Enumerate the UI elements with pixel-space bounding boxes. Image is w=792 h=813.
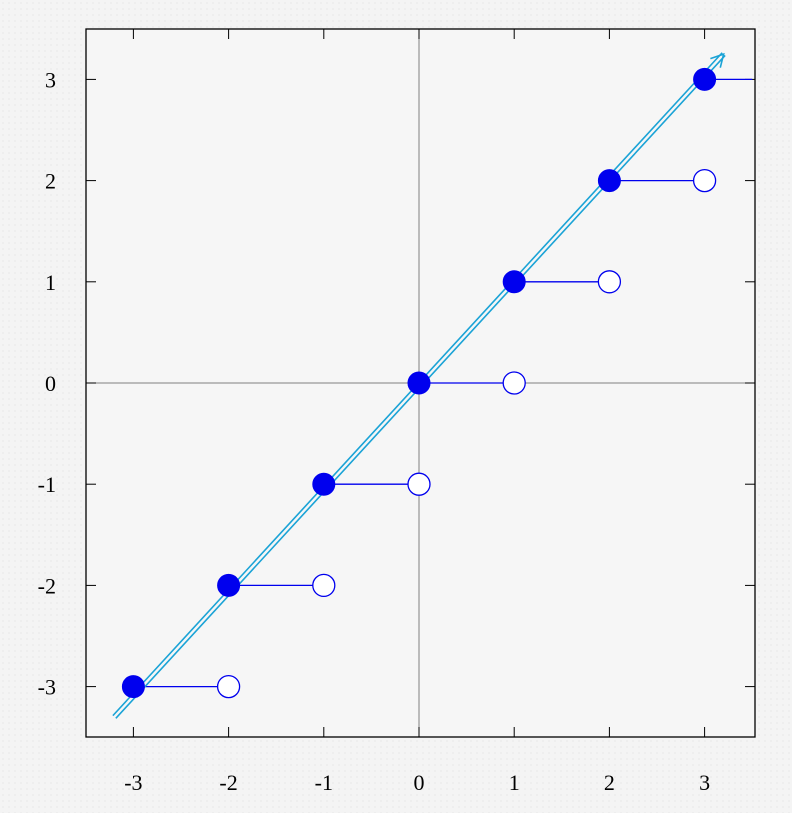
closed-point: [597, 169, 621, 193]
open-point: [692, 168, 717, 193]
open-point: [407, 472, 431, 496]
x-tick-label: -3: [124, 770, 142, 795]
diagonal-arrowhead: [710, 52, 725, 68]
open-point: [216, 674, 241, 699]
x-tick-label: 1: [509, 770, 520, 795]
closed-point: [502, 270, 526, 294]
closed-point: [312, 472, 336, 496]
y-tick-label: 3: [45, 67, 56, 92]
x-tick-label: -2: [219, 770, 237, 795]
open-point: [502, 371, 526, 395]
y-tick-label: 1: [45, 270, 56, 295]
y-tick-label: -3: [38, 675, 56, 700]
x-tick-label: 0: [414, 770, 425, 795]
open-point: [597, 270, 622, 294]
closed-point: [407, 371, 431, 395]
y-tick-label: -1: [38, 472, 56, 497]
closed-point: [217, 573, 241, 597]
x-tick-label: -1: [315, 770, 333, 795]
y-tick-label: -2: [38, 573, 56, 598]
y-tick-label: 2: [45, 169, 56, 194]
x-tick-label: 3: [699, 770, 710, 795]
closed-point: [693, 67, 717, 91]
open-point: [312, 573, 336, 598]
y-tick-label: 0: [45, 371, 56, 396]
x-tick-label: 2: [604, 770, 615, 795]
closed-point: [121, 675, 145, 699]
